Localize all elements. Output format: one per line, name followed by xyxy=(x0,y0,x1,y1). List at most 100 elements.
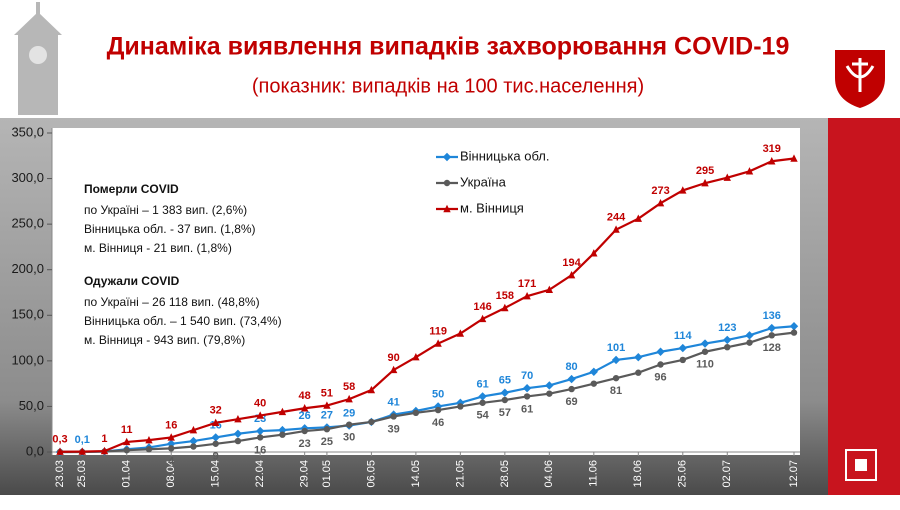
point xyxy=(679,186,687,194)
point xyxy=(255,426,265,436)
point xyxy=(301,427,308,435)
data-label: 46 xyxy=(432,417,444,429)
point xyxy=(167,439,176,448)
annotation-heading: Одужали COVID xyxy=(84,274,180,288)
data-label: 25 xyxy=(321,436,333,448)
point xyxy=(168,445,175,452)
annotation-heading: Померли COVID xyxy=(84,182,179,196)
point xyxy=(589,367,599,376)
data-label: 319 xyxy=(763,143,781,155)
point xyxy=(145,446,153,453)
x-tick-label: 01.05 xyxy=(321,460,333,488)
plot-area xyxy=(52,128,800,455)
data-label: 96 xyxy=(654,371,666,383)
point xyxy=(478,392,487,401)
data-label: 32 xyxy=(210,405,222,417)
data-label: 101 xyxy=(607,342,625,354)
data-label: 80 xyxy=(565,361,577,373)
point xyxy=(611,355,621,365)
y-tick-label: 300,0 xyxy=(11,170,44,185)
legend-marker xyxy=(442,152,452,162)
point xyxy=(100,446,109,455)
point xyxy=(790,329,798,336)
point xyxy=(746,339,753,346)
chart-subtitle: (показник: випадків на 100 тис.населення… xyxy=(252,75,644,97)
x-tick-label: 04.06 xyxy=(543,460,555,488)
point xyxy=(390,413,397,420)
point xyxy=(78,447,86,455)
point xyxy=(479,399,486,406)
annotation-line: по Україні – 1 383 вип. (2,6%) xyxy=(84,203,247,217)
point xyxy=(701,348,709,355)
point xyxy=(212,440,219,447)
point xyxy=(745,331,754,340)
data-label: 146 xyxy=(473,301,491,313)
point xyxy=(300,404,309,412)
point xyxy=(768,157,776,165)
point xyxy=(345,421,353,428)
data-label: 81 xyxy=(610,385,622,397)
point xyxy=(412,353,420,361)
data-label: 48 xyxy=(299,390,311,402)
x-tick-label: 22.04 xyxy=(254,460,266,488)
point xyxy=(745,167,754,175)
point xyxy=(634,353,643,362)
data-label: 11 xyxy=(121,424,133,436)
legend-label: Україна xyxy=(460,174,507,189)
data-label: 61 xyxy=(521,403,533,415)
data-label: 295 xyxy=(696,165,714,177)
data-label: 16 xyxy=(165,419,177,431)
point xyxy=(211,433,220,442)
data-label: 0,3 xyxy=(52,434,67,446)
panel-icon xyxy=(845,449,877,481)
point xyxy=(500,388,510,397)
point xyxy=(145,435,153,444)
x-tick-label: 18.06 xyxy=(632,460,644,488)
point xyxy=(434,339,442,347)
data-label: 23 xyxy=(299,438,311,450)
point xyxy=(656,198,665,207)
x-tick-label: 25.03 xyxy=(76,460,88,488)
side-panel xyxy=(828,118,900,495)
data-label: 114 xyxy=(674,330,693,342)
point xyxy=(278,407,287,416)
point xyxy=(701,178,709,187)
point xyxy=(345,394,353,403)
data-label: 26 xyxy=(299,410,311,422)
plot: 0,0 50,0 100,0 150,0 200,0 250,0 300,0 350,0 23.… xyxy=(11,124,800,488)
point xyxy=(279,431,286,438)
point xyxy=(523,393,531,400)
x-tick-label: 08.04 xyxy=(165,460,177,488)
point xyxy=(233,429,243,438)
data-label: 29 xyxy=(343,407,355,419)
data-label: 41 xyxy=(388,397,400,409)
data-label: 9 xyxy=(213,451,219,463)
point xyxy=(612,225,620,233)
point xyxy=(256,411,264,419)
legend-label: Вінницька обл. xyxy=(460,148,550,163)
panel-icon-core xyxy=(855,459,867,471)
point xyxy=(190,443,197,450)
data-label: 40 xyxy=(254,397,266,409)
point xyxy=(545,285,554,293)
data-label: 136 xyxy=(763,310,781,322)
point xyxy=(679,356,686,364)
data-label: 4 xyxy=(168,455,175,467)
chart-title: Динаміка виявлення випадків захворювання… xyxy=(107,33,790,61)
data-label: 27 xyxy=(321,409,333,421)
point xyxy=(189,436,198,446)
data-label: 54 xyxy=(476,410,489,422)
point xyxy=(635,369,642,376)
data-label: 65 xyxy=(499,375,511,387)
point xyxy=(522,384,532,393)
point xyxy=(501,303,509,312)
x-tick-label: 02.07 xyxy=(721,460,733,488)
y-tick-label: 100,0 xyxy=(11,352,44,367)
point xyxy=(567,374,576,384)
y-tick-label: 350,0 xyxy=(11,124,44,139)
data-label: 158 xyxy=(496,290,514,302)
point xyxy=(767,323,776,333)
point xyxy=(768,332,775,339)
point xyxy=(211,418,220,427)
